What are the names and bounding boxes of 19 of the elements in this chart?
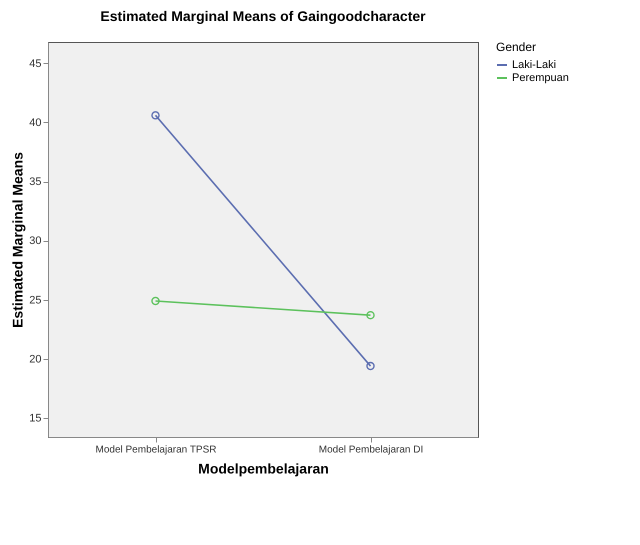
y-tick-label: 25 [29,294,42,306]
legend-label: Laki-Laki [512,59,556,71]
x-axis-title: Modelpembelajaran [198,460,329,476]
y-tick-label: 15 [29,412,42,425]
point [151,111,160,120]
x-tick-label: Model Pembelajaran DI [318,444,424,456]
chart-title: Estimated Marginal Means of Gaingoodcharacter [100,8,426,24]
y-tick-label: 45 [29,58,42,70]
y-axis-title: Estimated Marginal Means [9,152,26,328]
y-tick-label: 35 [29,176,42,188]
point [366,310,375,320]
x-tick-label: Model Pembelajaran TPSR [96,444,216,456]
y-tick-label: 30 [29,235,42,248]
point [151,296,160,306]
point [366,362,375,370]
y-tick-label: 20 [29,353,42,366]
legend-title: Gender [496,40,536,54]
y-tick-label: 40 [29,116,42,129]
legend-label: Perempuan [512,72,569,84]
